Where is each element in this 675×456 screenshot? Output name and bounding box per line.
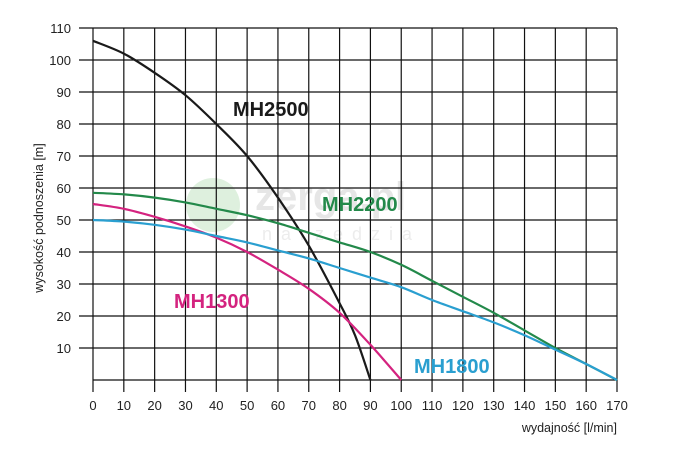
y-tick-label: 110 bbox=[50, 21, 71, 36]
x-tick-label: 60 bbox=[271, 398, 285, 413]
x-tick-label: 80 bbox=[332, 398, 346, 413]
x-tick-label: 150 bbox=[545, 398, 567, 413]
y-tick-label: 20 bbox=[57, 309, 71, 324]
y-tick-label: 70 bbox=[57, 149, 71, 164]
x-tick-label: 40 bbox=[209, 398, 223, 413]
x-tick-label: 0 bbox=[89, 398, 96, 413]
series-line-mh2500 bbox=[92, 39, 372, 381]
x-tick-label: 160 bbox=[575, 398, 597, 413]
x-tick-label: 30 bbox=[178, 398, 192, 413]
x-tick-label: 20 bbox=[147, 398, 161, 413]
y-tick-label: 40 bbox=[57, 245, 71, 260]
series-label-mh1300: MH1300 bbox=[174, 291, 250, 313]
y-axis-label: wysokość podnoszenia [m] bbox=[32, 143, 46, 293]
y-tick-label: 90 bbox=[57, 85, 71, 100]
y-tick-label: 60 bbox=[57, 181, 71, 196]
x-tick-label: 110 bbox=[422, 398, 443, 413]
x-tick-label: 70 bbox=[302, 398, 316, 413]
series-label-mh2500: MH2500 bbox=[233, 99, 309, 121]
x-tick-label: 50 bbox=[240, 398, 254, 413]
svg-text:narzędzia: narzędzia bbox=[262, 224, 421, 244]
y-tick-label: 50 bbox=[57, 213, 71, 228]
x-axis-label: wydajność [l/min] bbox=[521, 421, 617, 435]
y-tick-label: 100 bbox=[49, 53, 71, 68]
series-line-mh2200 bbox=[92, 191, 618, 381]
x-tick-label: 140 bbox=[514, 398, 536, 413]
x-tick-label: 90 bbox=[363, 398, 377, 413]
x-tick-label: 170 bbox=[606, 398, 628, 413]
x-tick-label: 130 bbox=[483, 398, 505, 413]
y-tick-label: 10 bbox=[57, 341, 71, 356]
series-label-mh1800: MH1800 bbox=[414, 356, 490, 378]
x-tick-label: 100 bbox=[390, 398, 412, 413]
x-tick-label: 120 bbox=[452, 398, 474, 413]
series-line-mh1300 bbox=[92, 202, 403, 381]
y-tick-label: 30 bbox=[57, 277, 71, 292]
x-tick-label: 10 bbox=[117, 398, 131, 413]
svg-text:zerga.pl: zerga.pl bbox=[255, 175, 406, 219]
series-line-mh1800 bbox=[92, 218, 618, 381]
y-tick-label: 80 bbox=[57, 117, 71, 132]
series-label-mh2200: MH2200 bbox=[322, 194, 398, 216]
